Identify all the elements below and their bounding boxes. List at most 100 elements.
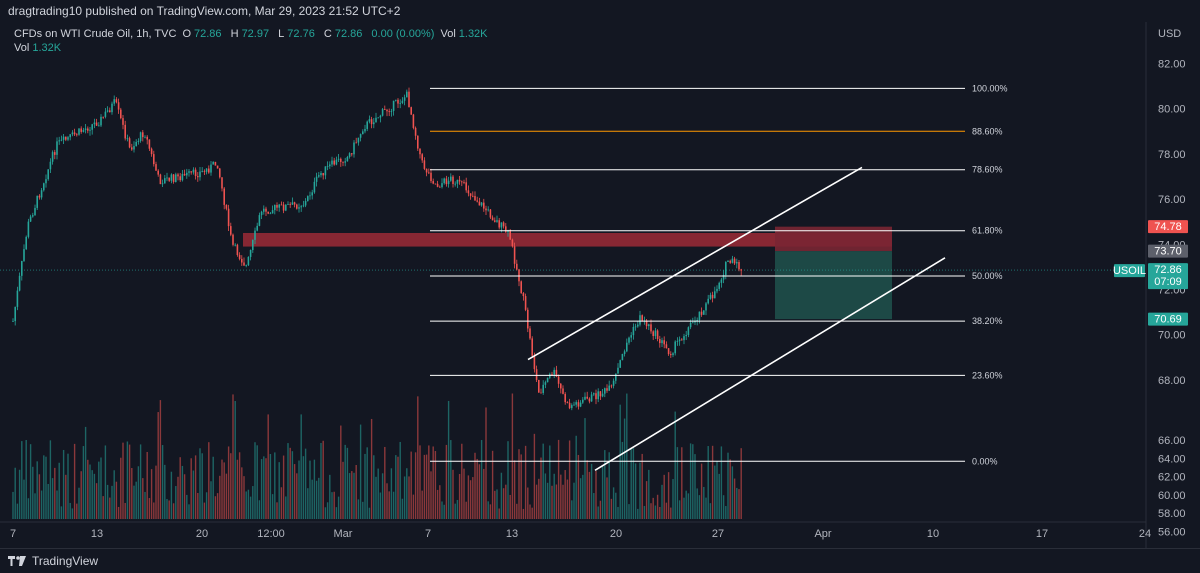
candle-body	[469, 193, 472, 196]
fib-level-label: 78.60%	[972, 165, 1003, 175]
candle-body	[346, 157, 349, 162]
candle-body	[562, 388, 564, 394]
candle-body	[575, 402, 577, 405]
volume-bar	[461, 443, 463, 519]
volume-bar	[135, 481, 137, 519]
volume-bar	[522, 508, 525, 519]
candle-body	[595, 393, 597, 400]
volume-bar	[698, 495, 701, 519]
volume-bar	[254, 442, 256, 519]
volume-bar	[71, 508, 74, 519]
volume-bar	[274, 452, 276, 519]
volume-bar	[89, 464, 91, 519]
volume-bars	[12, 393, 742, 519]
candle-body	[73, 132, 76, 135]
volume-bar	[604, 450, 606, 519]
candle-body	[29, 216, 32, 222]
candle-body	[403, 97, 406, 101]
time-axis[interactable]: 7 13 20 12:00 Mar 7 13 20 27 Apr 10 17 24	[10, 528, 1151, 540]
ohlc-low: L 72.76	[278, 28, 315, 40]
volume-bar	[520, 454, 522, 519]
candle-body	[212, 161, 214, 165]
candle-body	[168, 177, 170, 181]
volume-bar	[210, 481, 212, 519]
volume-bar	[285, 496, 287, 519]
candle-body	[47, 169, 49, 180]
volume-bar	[467, 475, 470, 519]
volume-bar	[120, 457, 122, 519]
volume-bar	[494, 490, 496, 519]
short-target-zone[interactable]	[775, 251, 892, 320]
volume-bar	[302, 456, 305, 519]
candle-body	[364, 128, 366, 132]
candle-body	[25, 236, 27, 250]
volume-bar	[23, 479, 25, 519]
volume-bar	[586, 460, 588, 519]
price-label-value: 74.78	[1154, 221, 1182, 233]
candle-body	[60, 139, 63, 141]
candle-body	[392, 100, 395, 111]
candle-body	[502, 222, 505, 227]
channel-lower-line[interactable]	[594, 257, 946, 471]
volume-bar	[223, 462, 225, 519]
candle-body	[608, 385, 610, 391]
tradingview-brand[interactable]: TradingView	[8, 554, 98, 568]
candle-body	[445, 178, 448, 185]
volume-bar	[366, 447, 368, 519]
volume-bar	[287, 443, 289, 519]
candle-body	[555, 369, 558, 377]
volume-bar	[740, 448, 742, 519]
fibonacci-retracement[interactable]: 100.00% 88.60% 78.60% 61.80% 50.00% 38.20% 23.…	[430, 83, 1008, 466]
ohlc-change: 0.00 (0.00%)	[371, 28, 435, 40]
candle-body	[56, 141, 58, 155]
volume-bar	[425, 454, 428, 519]
candle-body	[172, 174, 175, 182]
volume-bar	[505, 484, 507, 519]
volume-bar	[670, 507, 672, 519]
volume-bar	[126, 441, 129, 519]
volume-bar	[584, 418, 586, 519]
candle-body	[685, 334, 687, 337]
candle-body	[516, 263, 518, 270]
volume-bar	[260, 459, 263, 519]
candle-body	[333, 160, 335, 165]
volume-bar	[353, 472, 355, 519]
volume-bar	[27, 498, 30, 519]
candle-body	[227, 208, 230, 227]
volume-bar	[100, 457, 102, 519]
volume-bar	[38, 474, 41, 519]
candle-body	[549, 373, 551, 378]
channel-upper-line[interactable]	[527, 166, 863, 361]
candle-body	[417, 135, 419, 149]
candle-body	[124, 124, 126, 139]
candle-body	[342, 161, 344, 163]
candle-body	[258, 215, 261, 226]
time-tick: Mar	[334, 528, 353, 540]
volume-bar	[153, 502, 155, 519]
volume-bar	[489, 504, 492, 519]
volume-bar	[738, 489, 740, 519]
candle-body	[340, 158, 342, 162]
ascending-channel[interactable]	[527, 166, 946, 471]
candle-body	[271, 210, 274, 214]
volume-bar	[412, 494, 415, 519]
time-tick: 17	[1036, 528, 1048, 540]
time-tick: 13	[506, 528, 518, 540]
candle-body	[252, 239, 254, 250]
volume-bar	[533, 433, 536, 519]
volume-bar	[436, 489, 439, 519]
volume-bar	[392, 491, 395, 519]
volume-bar	[232, 394, 234, 519]
candle-body	[626, 342, 628, 352]
volume-legend[interactable]: Vol 1.32K	[14, 42, 62, 54]
candle-body	[241, 258, 243, 263]
volume-bar	[487, 501, 489, 519]
candle-body	[150, 148, 153, 155]
candle-body	[705, 303, 707, 311]
time-tick: 24	[1139, 528, 1151, 540]
candle-body	[425, 168, 428, 173]
volume-bar	[507, 441, 509, 519]
candle-body	[628, 337, 630, 343]
